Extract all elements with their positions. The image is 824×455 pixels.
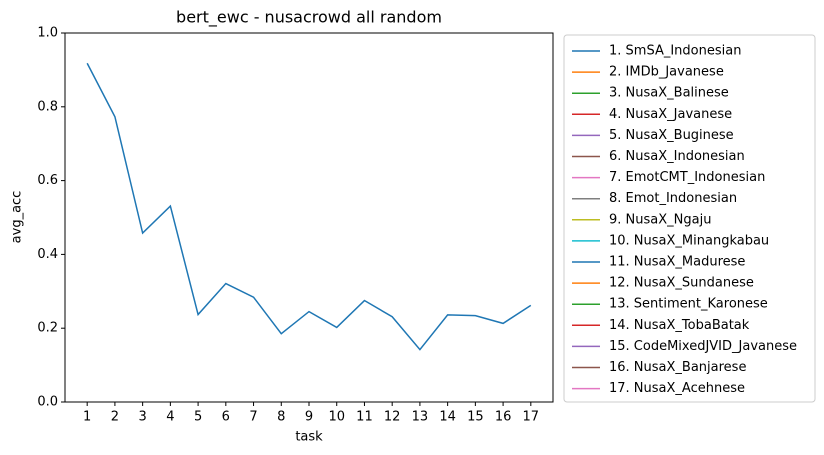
legend-label: 6. NusaX_Indonesian: [609, 149, 745, 164]
x-tick-label: 4: [166, 410, 174, 425]
legend-label: 17. NusaX_Acehnese: [609, 381, 745, 396]
x-tick-label: 1: [83, 410, 91, 425]
legend-label: 12. NusaX_Sundanese: [609, 276, 754, 291]
x-tick-label: 10: [328, 410, 345, 425]
y-tick-label: 1.0: [37, 26, 58, 41]
legend-label: 2. IMDb_Javanese: [609, 65, 724, 80]
x-tick-label: 13: [412, 410, 429, 425]
legend-label: 8. Emot_Indonesian: [609, 191, 737, 206]
legend-label: 7. EmotCMT_Indonesian: [609, 170, 765, 185]
legend-label: 11. NusaX_Madurese: [609, 255, 745, 270]
x-tick-label: 5: [194, 410, 202, 425]
chart-title: bert_ewc - nusacrowd all random: [176, 8, 442, 28]
x-tick-label: 16: [495, 410, 512, 425]
legend-label: 3. NusaX_Balinese: [609, 86, 729, 101]
y-tick-label: 0.4: [37, 247, 58, 262]
x-tick-label: 9: [305, 410, 313, 425]
x-tick-label: 11: [356, 410, 373, 425]
x-tick-label: 2: [111, 410, 119, 425]
legend-label: 13. Sentiment_Karonese: [609, 297, 768, 312]
x-tick-label: 17: [523, 410, 540, 425]
legend-label: 1. SmSA_Indonesian: [609, 44, 741, 59]
x-tick-label: 8: [277, 410, 285, 425]
x-tick-label: 15: [467, 410, 484, 425]
series-line: [86, 62, 532, 351]
x-tick-label: 12: [384, 410, 401, 425]
legend-label: 5. NusaX_Buginese: [609, 128, 734, 143]
x-tick-label: 7: [249, 410, 257, 425]
y-tick-label: 0.2: [37, 321, 58, 336]
legend-label: 10. NusaX_Minangkabau: [609, 233, 769, 248]
legend-box: [563, 34, 816, 403]
x-axis-label: task: [295, 430, 323, 445]
legend-label: 15. CodeMixedJVID_Javanese: [609, 339, 797, 354]
y-axis-label: avg_acc: [10, 191, 25, 244]
legend-label: 4. NusaX_Javanese: [609, 107, 732, 122]
y-tick-label: 0.6: [37, 173, 58, 188]
x-tick-label: 14: [439, 410, 456, 425]
x-tick-label: 6: [222, 410, 230, 425]
legend-label: 14. NusaX_TobaBatak: [609, 318, 750, 333]
legend-label: 9. NusaX_Ngaju: [609, 212, 711, 227]
plot-frame: [64, 32, 554, 403]
y-tick-label: 0.8: [37, 99, 58, 114]
y-tick-label: 0.0: [37, 395, 58, 410]
legend-label: 16. NusaX_Banjarese: [609, 360, 746, 375]
x-tick-label: 3: [138, 410, 146, 425]
